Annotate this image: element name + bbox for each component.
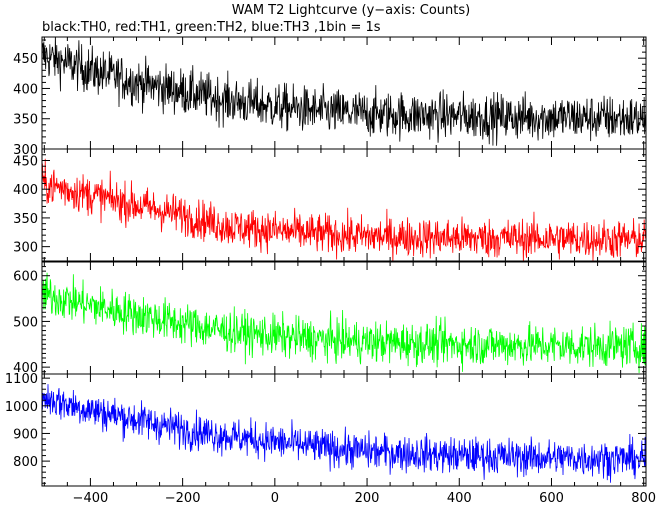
x-tick-label: 600: [539, 491, 564, 505]
y-tick-label: 400: [13, 361, 38, 376]
y-tick-label: 400: [13, 183, 38, 198]
chart-title: WAM T2 Lightcurve (y−axis: Counts): [232, 3, 470, 18]
y-tick-label: 300: [13, 241, 38, 256]
series-line-th1: [42, 158, 646, 261]
y-tick-label: 350: [13, 113, 38, 128]
y-tick-label: 450: [13, 154, 38, 169]
x-tick-label: −200: [165, 491, 201, 505]
chart-subtitle: black:TH0, red:TH1, green:TH2, blue:TH3 …: [42, 20, 381, 35]
y-tick-label: 300: [13, 143, 38, 158]
panel-th1: 300 350 400 450: [13, 148, 647, 262]
y-tick-label: 900: [13, 427, 38, 442]
panels-group: 3003504004503003504004504005006008009001…: [5, 36, 647, 487]
y-tick-label: 450: [13, 52, 38, 67]
x-tick-label: 200: [355, 491, 380, 505]
series-line-th0: [42, 37, 646, 146]
x-axis: −400 −200 0 200 400 600 800: [73, 491, 657, 505]
y-tick-label: 800: [13, 455, 38, 470]
y-tick-label: 1100: [5, 372, 38, 387]
panel-th2: 400 500 600: [13, 261, 647, 376]
panel-th0: 300 350 400 450: [13, 36, 647, 158]
y-tick-label: 500: [13, 315, 38, 330]
x-tick-label: 400: [447, 491, 472, 505]
y-tick-label: 1000: [5, 400, 38, 415]
x-tick-label: −400: [73, 491, 109, 505]
x-tick-label: 800: [631, 491, 656, 505]
y-tick-label: 400: [13, 82, 38, 97]
x-tick-label: 0: [271, 491, 279, 505]
series-line-th3: [42, 384, 646, 483]
y-tick-label: 350: [13, 212, 38, 227]
panel-th3: 800 900 1000 1100: [5, 372, 647, 487]
series-line-th2: [42, 272, 646, 373]
y-tick-label: 600: [13, 270, 38, 285]
